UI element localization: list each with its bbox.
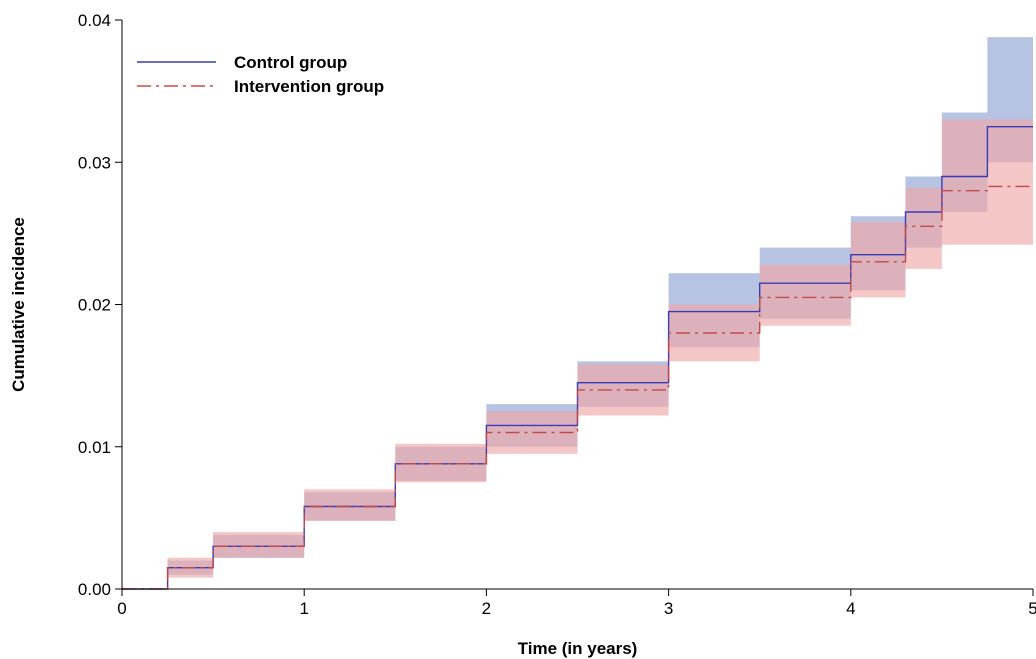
y-tick-label: 0.01	[78, 438, 111, 457]
control-group-line	[122, 125, 1033, 590]
x-tick-label: 2	[482, 599, 491, 618]
x-tick-label: 0	[117, 599, 126, 618]
confidence-bands	[122, 37, 1033, 590]
control-group-legend-label: Control group	[234, 53, 347, 72]
x-tick-label: 5	[1028, 599, 1036, 618]
y-tick-label: 0.04	[78, 11, 111, 30]
intervention-group-line	[122, 185, 1033, 590]
series-lines	[122, 125, 1033, 590]
x-tick-label: 3	[664, 599, 673, 618]
x-axis-label: Time (in years)	[518, 639, 638, 658]
legend: Control group Intervention group	[137, 53, 384, 96]
intervention-group-confidence-band	[122, 119, 1033, 589]
y-tick-label: 0.02	[78, 296, 111, 315]
axis-ticks: 0 1 2 3 4 5 0.00 0.01 0.02 0.03 0.04	[78, 11, 1036, 618]
y-axis-label: Cumulative incidence	[9, 217, 28, 392]
intervention-group-legend-label: Intervention group	[234, 77, 384, 96]
axes	[121, 20, 1033, 590]
y-tick-label: 0.00	[78, 580, 111, 599]
control-group-confidence-band	[122, 37, 1033, 590]
x-tick-label: 1	[299, 599, 308, 618]
x-tick-label: 4	[846, 599, 855, 618]
y-tick-label: 0.03	[78, 153, 111, 172]
